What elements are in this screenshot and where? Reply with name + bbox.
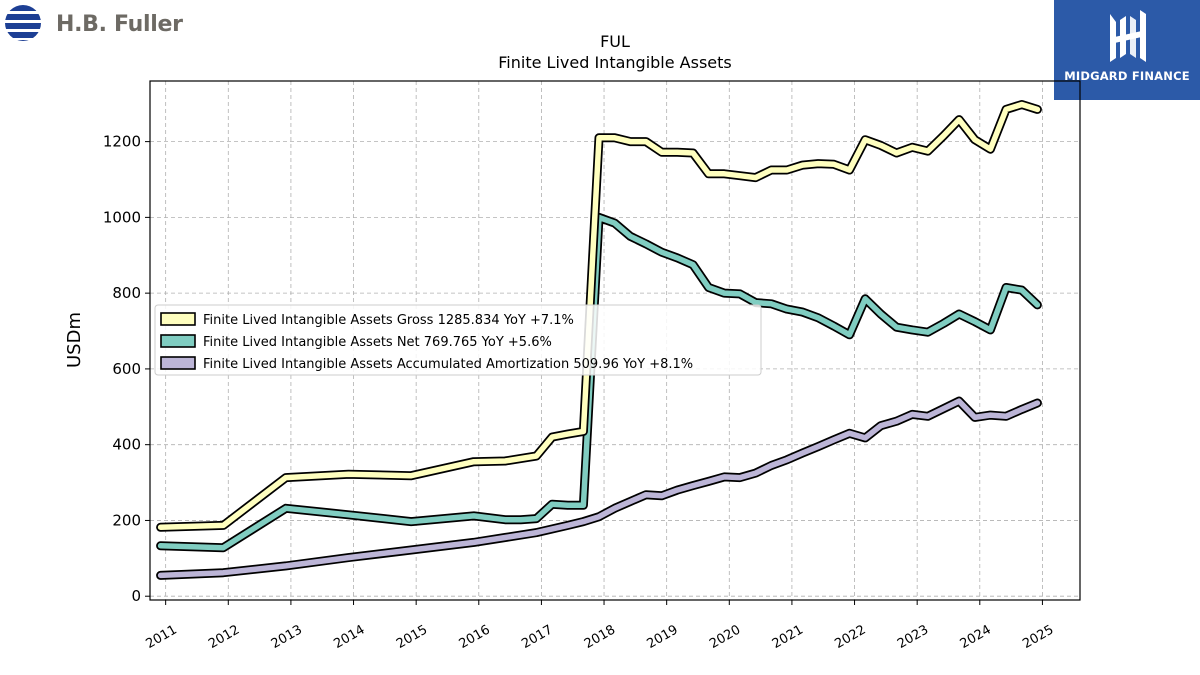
midgard-finance-logo-text: MIDGARD FINANCE <box>1064 69 1190 83</box>
x-tick-label: 2011 <box>143 622 179 652</box>
x-tick-label: 2021 <box>770 622 806 652</box>
legend-swatch-1 <box>160 334 196 348</box>
plot-frame <box>149 80 1081 601</box>
x-tick-label: 2022 <box>832 622 868 652</box>
legend-box <box>154 304 762 376</box>
x-tick-label: 2014 <box>331 622 367 652</box>
series-outline-2 <box>156 396 1042 580</box>
legend-label-2: Finite Lived Intangible Assets Accumulat… <box>203 357 693 372</box>
y-tick-label: 600 <box>112 360 141 378</box>
y-tick-label: 400 <box>112 436 141 454</box>
chart-title: FUL <box>600 32 630 51</box>
series-lines <box>156 100 1042 580</box>
series-line-1 <box>157 214 1041 551</box>
x-tick-label: 2015 <box>394 622 430 652</box>
legend-swatch-2 <box>160 356 196 370</box>
hb-fuller-logo-text: H.B. Fuller <box>56 11 183 37</box>
x-tick-label: 2025 <box>1020 622 1056 652</box>
y-tick-label: 0 <box>131 587 141 605</box>
hb-fuller-logo: H.B. Fuller <box>4 4 183 44</box>
hb-fuller-globe-icon <box>5 5 41 41</box>
legend-label-0: Finite Lived Intangible Assets Gross 128… <box>203 313 574 328</box>
y-tick-label: 800 <box>112 284 141 302</box>
midgard-finance-logo: MIDGARD FINANCE <box>1054 0 1200 100</box>
x-tick-label: 2024 <box>958 622 994 652</box>
chart-subtitle: Finite Lived Intangible Assets <box>498 53 731 72</box>
x-tick-label: 2013 <box>269 622 305 652</box>
x-tick-label: 2018 <box>582 622 618 652</box>
series-line-2 <box>157 398 1041 579</box>
x-tick-label: 2017 <box>519 622 555 652</box>
x-tick-label: 2012 <box>206 622 242 652</box>
y-tick-label: 1200 <box>103 133 141 151</box>
y-axis-label: USDm <box>64 312 85 368</box>
x-tick-label: 2023 <box>895 622 931 652</box>
legend-label-1: Finite Lived Intangible Assets Net 769.7… <box>203 335 552 350</box>
y-tick-label: 200 <box>112 511 141 529</box>
y-axis-ticks: 0 200 400 600 800 1000 1200 <box>103 133 150 605</box>
x-tick-label: 2020 <box>707 622 743 652</box>
x-axis-ticks: 2011 2012 2013 2014 2015 2016 2017 2018 2019 2020… <box>143 600 1056 652</box>
x-tick-label: 2016 <box>457 622 493 652</box>
x-tick-label: 2019 <box>645 622 681 652</box>
y-tick-label: 1000 <box>103 208 141 226</box>
legend: Finite Lived Intangible Assets Gross 128… <box>154 304 762 376</box>
legend-swatch-0 <box>160 312 196 326</box>
series-line-0 <box>157 101 1041 531</box>
midgard-finance-mark-icon <box>1110 10 1146 62</box>
